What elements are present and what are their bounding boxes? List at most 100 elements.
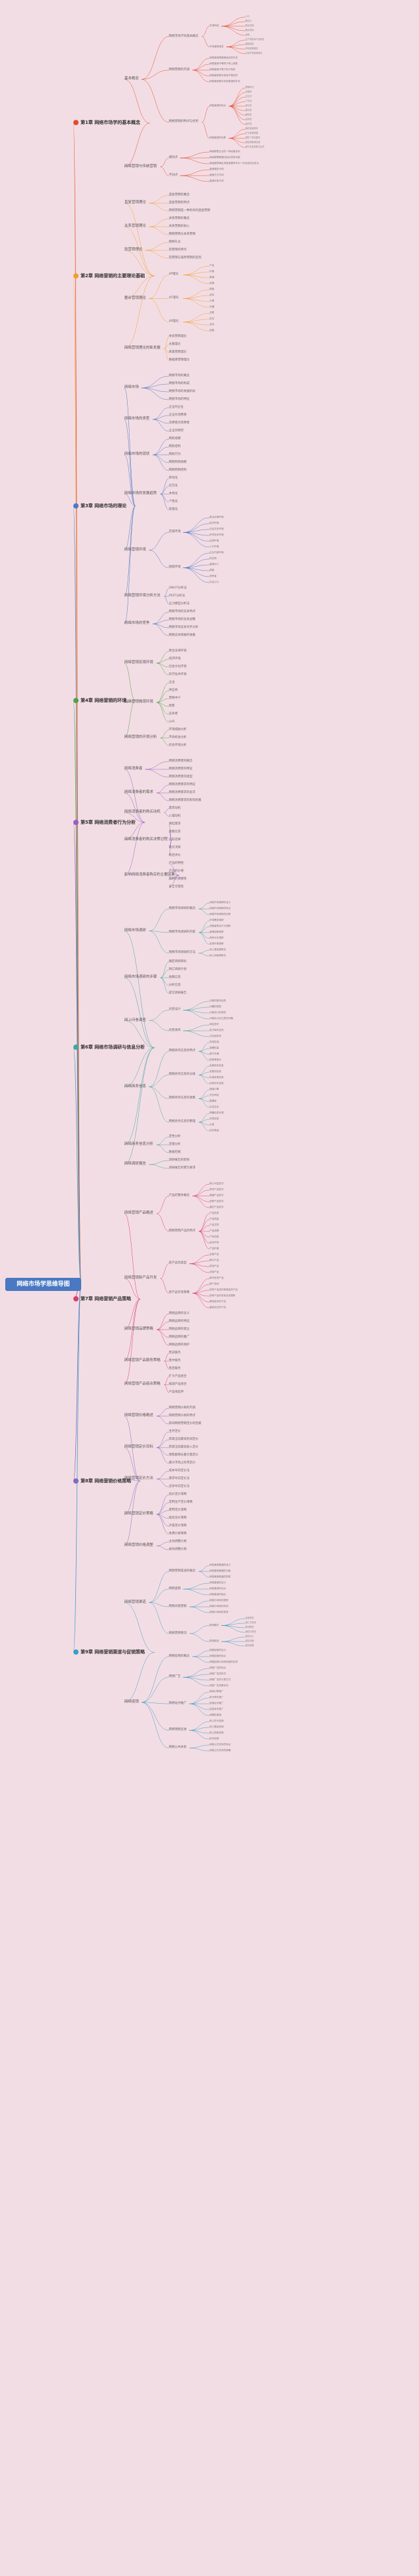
topic-node[interactable]: 社会文化环境 [169, 664, 187, 668]
topic-node[interactable]: 微观环境 [169, 566, 181, 569]
topic-node[interactable]: 反应 [210, 317, 215, 320]
topic-node[interactable]: 网络市场的类型 [124, 417, 150, 421]
topic-node[interactable]: 多媒体 [246, 90, 252, 94]
topic-node[interactable]: 营销中介 [169, 696, 181, 700]
topic-node[interactable]: 新产品开发策略 [169, 1291, 190, 1295]
topic-node[interactable]: 问卷发布 [169, 1028, 181, 1032]
topic-node[interactable]: 营销方式不同 [210, 174, 224, 177]
topic-node[interactable]: 问题的类型 [210, 1005, 221, 1009]
topic-node[interactable]: 网络市场调研的方法 [169, 951, 196, 955]
topic-node[interactable]: 成本 [210, 294, 215, 297]
topic-node[interactable]: 论坛社区 [210, 1105, 219, 1109]
topic-node[interactable]: 顾客 [210, 569, 215, 572]
topic-node[interactable]: 网络站点推广 [169, 1701, 187, 1705]
topic-node[interactable]: 重新定位的产品 [210, 1306, 227, 1309]
topic-node[interactable]: 网络市场调研的步骤 [124, 975, 157, 980]
topic-node[interactable]: 新产品线 [210, 1282, 219, 1286]
topic-node[interactable]: 不同点 [169, 173, 178, 177]
topic-node[interactable]: 网络营销渠道的类型 [210, 1575, 231, 1579]
topic-node[interactable]: 调研报告的撰写要求 [169, 1166, 196, 1170]
topic-node[interactable]: 换代产品 [210, 1259, 219, 1262]
topic-node[interactable]: 病毒营销理论 [169, 350, 187, 354]
topic-node[interactable]: 综合环境分析 [169, 743, 187, 747]
topic-node[interactable]: 初步筛选 [210, 1129, 219, 1132]
topic-node[interactable]: 低费用信息 [210, 1070, 221, 1073]
topic-node[interactable]: 标准收费信息 [210, 1076, 224, 1079]
topic-node[interactable]: 超前性 [246, 113, 252, 117]
topic-node[interactable]: 提供个性化服务 [246, 136, 261, 140]
topic-node[interactable]: 仿制产品 [210, 1271, 219, 1274]
topic-node[interactable]: 网络营销产品组合策略 [124, 1382, 161, 1387]
topic-node[interactable]: 网络中间商的类型 [210, 1599, 228, 1602]
topic-node[interactable]: 准确性高 [210, 1047, 219, 1050]
topic-node[interactable]: 两者都需要通过组合发挥功能 [210, 156, 240, 159]
topic-node[interactable]: 市场营销观念 [210, 45, 224, 48]
topic-node[interactable]: 个性化 [169, 499, 178, 503]
topic-node[interactable]: 售中服务 [169, 1358, 181, 1362]
topic-node[interactable]: 网络营销的特点与优势 [169, 120, 198, 124]
topic-node[interactable]: 购买权利 [246, 29, 254, 32]
topic-node[interactable]: 网络促销的概念 [169, 1654, 190, 1658]
topic-node[interactable]: 网络营销渠道的含义 [210, 1564, 231, 1567]
topic-node[interactable]: 延伸产品层次 [210, 1200, 224, 1203]
topic-node[interactable]: 网络消费者的需求 [124, 790, 154, 795]
topic-node[interactable]: 浏览信息 [210, 1117, 219, 1121]
topic-node[interactable]: 提交调研报告 [169, 991, 187, 995]
topic-node[interactable]: 网络营销渠道的概念 [169, 1569, 196, 1573]
topic-node[interactable]: 软营销的特点 [169, 248, 187, 252]
topic-node[interactable]: 产品价格 [210, 1247, 219, 1250]
topic-node[interactable]: 主动调整价格 [169, 1539, 187, 1543]
topic-node[interactable]: 网络营销理论的新发展 [124, 346, 161, 351]
topic-node[interactable]: 价格 [210, 270, 215, 273]
topic-node[interactable]: 提高顾客满意度 [246, 141, 261, 144]
topic-node[interactable]: 政治法律环境 [169, 649, 187, 653]
topic-node[interactable]: 新问世的产品 [210, 1277, 224, 1280]
topic-node[interactable]: 网络直销 [169, 1586, 181, 1590]
topic-node[interactable]: 网络市场的构成 [169, 381, 190, 385]
topic-node[interactable]: 个性化 [246, 100, 252, 103]
topic-node[interactable]: 消费者购买行为调研 [210, 925, 231, 928]
topic-node[interactable]: 顾客 [210, 288, 215, 291]
topic-node[interactable]: 获取当前最高利润定价 [169, 1437, 198, 1441]
topic-node[interactable]: 问卷设计应注意的问题 [210, 1017, 233, 1020]
topic-node[interactable]: 购买力 [246, 20, 252, 23]
topic-node[interactable]: 宏观环境调研 [210, 942, 224, 946]
topic-node[interactable]: 高效性 [246, 118, 252, 121]
topic-node[interactable]: 移动化 [169, 476, 178, 480]
topic-node[interactable]: 网络营销微观环境 [124, 700, 154, 704]
topic-node[interactable]: 网络营销定价策略 [124, 1512, 154, 1516]
topic-node[interactable]: 软营销理论 [124, 248, 143, 252]
topic-node[interactable]: 营销中介 [210, 563, 219, 566]
topic-node[interactable]: 软营销与强势营销的区别 [169, 256, 202, 260]
topic-node[interactable]: 安全可靠性 [169, 885, 184, 889]
topic-node[interactable]: 产品的价格 [169, 869, 184, 873]
topic-node[interactable]: 被动调整价格 [169, 1547, 187, 1551]
topic-node[interactable]: 渠道 [210, 276, 215, 279]
topic-node[interactable]: 网络市场的竞争战略 [169, 617, 196, 621]
topic-node[interactable]: 产品质量 [210, 1218, 219, 1221]
topic-node[interactable]: 经济环境 [210, 522, 219, 525]
topic-node[interactable]: 网络市场调研的优势 [210, 913, 231, 916]
topic-node[interactable]: 网上折价促销 [210, 1720, 224, 1723]
topic-node[interactable]: 网络商务信息的收集 [169, 1096, 196, 1100]
topic-node[interactable]: 人口 [246, 15, 250, 18]
topic-node[interactable]: 核心利益层次 [210, 1182, 224, 1185]
topic-node[interactable]: 竞争导向定价法 [169, 1484, 190, 1488]
topic-node[interactable]: 网民规模 [169, 436, 181, 440]
topic-node[interactable]: 明确信息来源 [210, 1111, 224, 1115]
topic-node[interactable]: 网民结构 [169, 444, 181, 448]
topic-node[interactable]: 问卷设计 [169, 1008, 181, 1012]
topic-node[interactable]: 物流模式 [210, 1623, 219, 1626]
topic-node[interactable]: 网络竞争情报的收集 [169, 633, 196, 637]
topic-node[interactable]: 新产品的类型 [169, 1261, 187, 1265]
topic-node[interactable]: 收集信息 [169, 830, 181, 834]
topic-node[interactable]: 网上直接调研法 [210, 948, 227, 952]
topic-node[interactable]: 积分促销 [210, 1737, 219, 1740]
topic-node[interactable]: 网络消费者 [124, 767, 143, 771]
topic-node[interactable]: 市场需求调研 [210, 919, 224, 922]
topic-node[interactable]: 社会市场营销观念 [246, 52, 263, 55]
topic-node[interactable]: 生存定价 [169, 1429, 181, 1433]
topic-node[interactable]: 现有产品线外新增加的产品 [210, 1288, 238, 1292]
topic-node[interactable]: 回报 [210, 329, 215, 332]
topic-node[interactable]: 宏观环境 [169, 530, 181, 534]
